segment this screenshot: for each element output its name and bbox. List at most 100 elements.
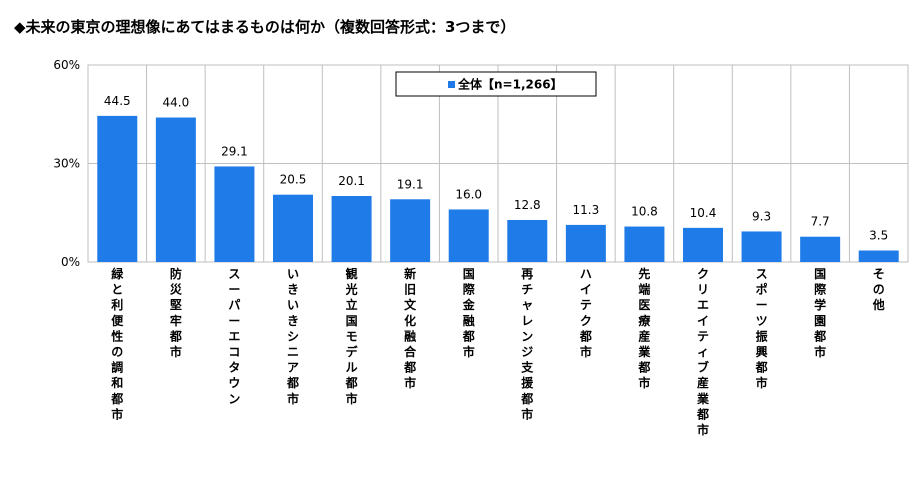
svg-text:市: 市 bbox=[756, 375, 768, 390]
svg-text:市: 市 bbox=[111, 406, 123, 421]
svg-text:市: 市 bbox=[346, 391, 358, 406]
svg-text:利: 利 bbox=[111, 297, 123, 312]
svg-text:堅: 堅 bbox=[170, 298, 182, 312]
bar bbox=[624, 226, 665, 262]
data-label: 29.1 bbox=[221, 144, 248, 158]
svg-text:旧: 旧 bbox=[404, 283, 416, 297]
bar bbox=[390, 199, 431, 262]
svg-text:レ: レ bbox=[521, 314, 533, 328]
svg-text:便: 便 bbox=[111, 313, 124, 328]
svg-text:化: 化 bbox=[404, 313, 416, 328]
svg-text:エ: エ bbox=[697, 298, 709, 312]
data-label: 44.5 bbox=[104, 94, 131, 108]
data-label: 12.8 bbox=[514, 198, 541, 212]
y-tick-label: 0% bbox=[61, 255, 80, 269]
svg-text:興: 興 bbox=[756, 344, 768, 359]
svg-text:新: 新 bbox=[404, 266, 416, 281]
svg-text:ハ: ハ bbox=[580, 267, 592, 281]
svg-text:融: 融 bbox=[404, 328, 416, 343]
category-label: その他 bbox=[872, 267, 885, 312]
legend-label: 全体【n=1,266】 bbox=[457, 77, 563, 92]
svg-text:市: 市 bbox=[814, 344, 826, 359]
svg-text:国: 国 bbox=[346, 314, 358, 328]
svg-text:先: 先 bbox=[638, 266, 650, 281]
svg-text:ン: ン bbox=[228, 392, 240, 406]
svg-text:国: 国 bbox=[814, 267, 826, 281]
bar bbox=[800, 236, 841, 262]
bar bbox=[214, 166, 255, 262]
svg-text:ウ: ウ bbox=[228, 376, 240, 390]
svg-text:市: 市 bbox=[404, 375, 416, 390]
svg-text:ル: ル bbox=[346, 361, 358, 375]
svg-text:端: 端 bbox=[638, 282, 650, 297]
svg-text:災: 災 bbox=[170, 283, 183, 297]
bar bbox=[155, 117, 196, 263]
svg-text:緑: 緑 bbox=[111, 266, 124, 281]
svg-text:際: 際 bbox=[463, 282, 476, 297]
svg-text:他: 他 bbox=[872, 297, 885, 312]
svg-text:都: 都 bbox=[637, 360, 650, 375]
y-tick-label: 30% bbox=[53, 157, 80, 171]
svg-text:業: 業 bbox=[696, 391, 710, 406]
svg-text:市: 市 bbox=[463, 344, 475, 359]
bar bbox=[683, 227, 723, 262]
svg-text:ニ: ニ bbox=[287, 345, 299, 359]
svg-text:調: 調 bbox=[111, 360, 123, 375]
data-label: 19.1 bbox=[397, 177, 424, 191]
svg-text:和: 和 bbox=[110, 375, 123, 390]
svg-text:パ: パ bbox=[228, 298, 240, 312]
svg-text:都: 都 bbox=[286, 375, 299, 390]
svg-text:援: 援 bbox=[521, 375, 534, 390]
svg-text:立: 立 bbox=[346, 297, 358, 312]
svg-text:業: 業 bbox=[637, 344, 651, 359]
svg-text:市: 市 bbox=[638, 375, 650, 390]
svg-text:都: 都 bbox=[462, 328, 475, 343]
data-label: 10.4 bbox=[690, 206, 717, 220]
svg-text:牢: 牢 bbox=[170, 313, 182, 328]
svg-text:都: 都 bbox=[345, 375, 358, 390]
svg-text:ー: ー bbox=[756, 298, 768, 312]
svg-text:コ: コ bbox=[228, 345, 240, 359]
svg-text:文: 文 bbox=[404, 297, 417, 312]
svg-text:療: 療 bbox=[638, 313, 650, 328]
svg-text:の: の bbox=[111, 345, 123, 359]
svg-text:デ: デ bbox=[346, 344, 359, 359]
svg-text:再: 再 bbox=[521, 267, 533, 281]
grid-lines bbox=[87, 64, 909, 263]
svg-text:学: 学 bbox=[814, 297, 826, 312]
data-label: 7.7 bbox=[811, 215, 830, 229]
svg-text:産: 産 bbox=[697, 375, 709, 390]
svg-text:い: い bbox=[287, 298, 299, 312]
svg-text:ク: ク bbox=[697, 267, 709, 281]
bar bbox=[273, 194, 313, 262]
svg-text:き: き bbox=[287, 314, 299, 328]
svg-text:性: 性 bbox=[110, 328, 123, 343]
svg-text:光: 光 bbox=[345, 282, 358, 297]
svg-text:ツ: ツ bbox=[756, 314, 768, 328]
svg-text:チ: チ bbox=[521, 283, 533, 297]
svg-text:イ: イ bbox=[580, 283, 592, 297]
bar bbox=[448, 209, 489, 262]
legend-swatch bbox=[448, 81, 455, 88]
bar bbox=[507, 219, 548, 262]
svg-text:防: 防 bbox=[170, 266, 182, 281]
svg-text:産: 産 bbox=[638, 328, 650, 343]
data-label: 9.3 bbox=[752, 209, 771, 223]
bars: 44.5 44.0 29.1 20.5 20.1 19.1 16.0 12.8 11.3 10.8… bbox=[97, 94, 899, 263]
svg-text:都: 都 bbox=[696, 406, 709, 421]
svg-text:タ: タ bbox=[228, 361, 240, 375]
svg-text:都: 都 bbox=[520, 391, 533, 406]
svg-text:ア: ア bbox=[287, 361, 299, 375]
svg-text:都: 都 bbox=[579, 328, 592, 343]
data-label: 10.8 bbox=[631, 205, 658, 219]
